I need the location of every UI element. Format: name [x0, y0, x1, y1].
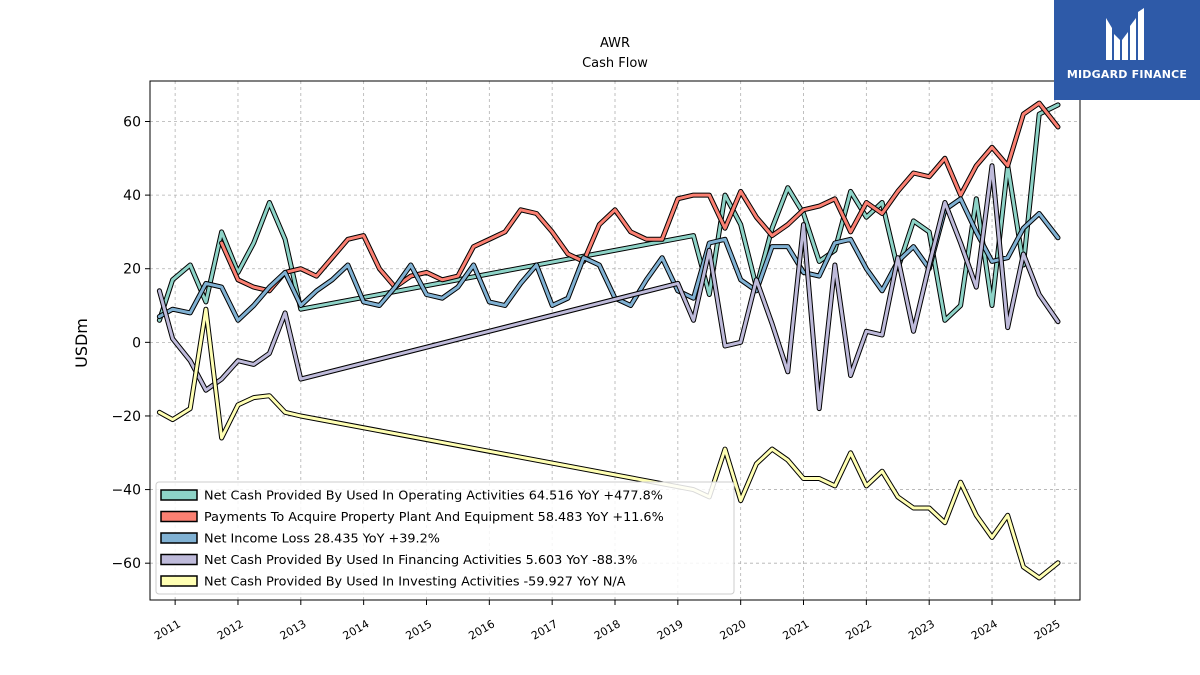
y-tick-label: −60: [111, 556, 141, 572]
series-line: [157, 103, 1060, 322]
chart-subtitle: Cash Flow: [582, 56, 648, 71]
y-tick-label: 40: [123, 188, 141, 204]
midgard-logo-mark-icon: [1106, 8, 1144, 60]
x-tick-label: 2024: [969, 617, 1000, 642]
legend-swatch: [160, 575, 198, 587]
x-tick-label: 2020: [718, 617, 749, 642]
x-tick-label: 2018: [592, 617, 623, 642]
x-tick-label: 2014: [341, 617, 372, 642]
x-tick-label: 2015: [403, 617, 434, 642]
series-1: [156, 102, 1061, 323]
legend: Net Cash Provided By Used In Operating A…: [155, 481, 735, 595]
x-tick-label: 2013: [278, 617, 309, 642]
y-tick-label: 20: [123, 262, 141, 278]
y-tick-label: −20: [111, 409, 141, 425]
x-axis-ticks: 2011 2012 2013 2014 2015 2016 2017 2018 2019 2020…: [152, 600, 1063, 643]
legend-box: [155, 481, 735, 595]
x-tick-label: 2023: [906, 617, 937, 642]
legend-label: Net Cash Provided By Used In Investing A…: [204, 575, 626, 590]
series-3: [156, 196, 1061, 323]
legend-label: Net Income Loss 28.435 YoY +39.2%: [204, 532, 440, 547]
y-axis-label: USDm: [72, 318, 91, 368]
y-axis-ticks: 60 40 20 0 −20 −40 −60: [111, 114, 150, 572]
legend-swatch: [160, 489, 198, 501]
series-line: [157, 197, 1060, 322]
x-tick-label: 2016: [466, 617, 497, 642]
x-tick-label: 2025: [1032, 617, 1063, 642]
legend-label: Payments To Acquire Property Plant And E…: [204, 510, 664, 525]
series-layer: [156, 100, 1061, 581]
legend-swatch: [160, 553, 198, 566]
grid-lines: [150, 81, 1080, 600]
series-line: [220, 101, 1060, 293]
series-line: [157, 307, 1060, 580]
series-5: [156, 306, 1061, 581]
x-tick-label: 2011: [152, 617, 183, 642]
midgard-finance-logo: MIDGARD FINANCE: [1054, 0, 1200, 100]
y-tick-label: 0: [132, 335, 141, 351]
series-2: [219, 100, 1061, 294]
y-tick-label: −40: [111, 483, 141, 499]
series-line: [157, 164, 1060, 411]
chart-title: AWR: [600, 36, 630, 51]
x-tick-label: 2021: [781, 617, 812, 642]
legend-swatch: [160, 532, 198, 544]
legend-label: Net Cash Provided By Used In Financing A…: [204, 553, 637, 568]
y-tick-label: 60: [123, 114, 141, 130]
series-4: [156, 163, 1061, 412]
x-tick-label: 2019: [655, 617, 686, 642]
legend-swatch: [160, 510, 198, 523]
x-tick-label: 2017: [529, 617, 560, 642]
logo-text: MIDGARD FINANCE: [1066, 68, 1188, 81]
legend-label: Net Cash Provided By Used In Operating A…: [204, 489, 663, 504]
x-tick-label: 2012: [215, 617, 246, 642]
x-tick-label: 2022: [843, 617, 874, 642]
